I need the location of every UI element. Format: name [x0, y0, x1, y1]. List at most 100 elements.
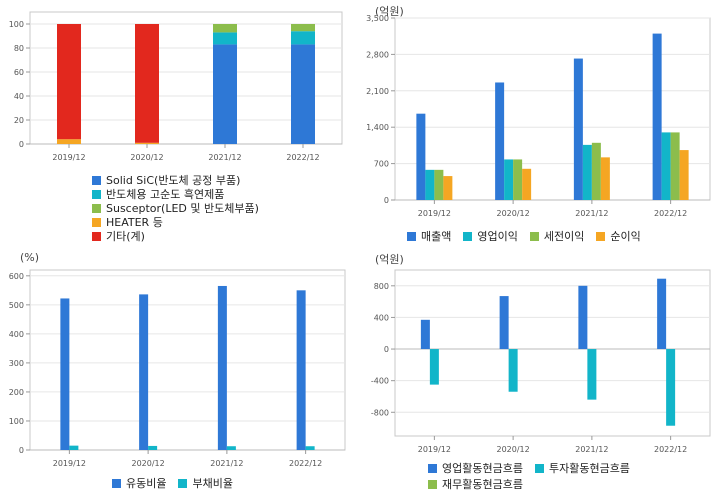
y-tick-label: 400 — [374, 313, 389, 322]
y-tick-label: 80 — [14, 44, 24, 53]
plot-area — [29, 269, 346, 451]
bar — [420, 319, 430, 350]
legend-item: 유동비율 — [112, 476, 166, 490]
y-tick-label: 0 — [19, 140, 24, 149]
chart-panel-income: (억원) 0 700 1,400 2,100 2,800 3,500 2019/12 2020… — [360, 0, 720, 248]
x-tick-label: 2021/12 — [210, 459, 243, 468]
legend-swatch — [92, 217, 101, 227]
y-tick-label: 0 — [19, 446, 24, 455]
bar — [57, 24, 81, 140]
y-tick-label: 600 — [9, 272, 24, 281]
legend-label: 매출액 — [421, 230, 452, 243]
bar — [217, 285, 227, 450]
x-tick-label: 2020/12 — [497, 209, 530, 218]
legend-swatch — [428, 479, 437, 489]
bar — [591, 142, 601, 200]
bar — [226, 446, 236, 450]
chart2-unit: (억원) — [375, 5, 404, 18]
legend-item: 세전이익 — [529, 229, 585, 243]
chart4-unit: (억원) — [375, 253, 404, 266]
bar — [69, 445, 79, 450]
bar — [148, 445, 158, 450]
bar — [57, 139, 81, 144]
bar — [504, 159, 514, 200]
y-tick-label: 1,400 — [366, 123, 389, 132]
bar — [291, 31, 315, 45]
bar — [305, 446, 315, 450]
legend-label: 부채비율 — [192, 477, 233, 490]
bar — [587, 349, 597, 400]
bar — [582, 144, 592, 200]
bar — [416, 113, 426, 200]
legend-label: 세전이익 — [543, 230, 585, 243]
legend-label: 재무활동현금흐름 — [442, 478, 523, 491]
legend-item: 투자활동현금흐름 — [534, 461, 630, 475]
chart1-svg: 0 20 40 60 80 100 2019/12 2020/12 2021/12 2022/12 — [9, 11, 343, 162]
legend-swatch — [596, 231, 606, 241]
y-tick-label: 100 — [9, 417, 24, 426]
bar — [670, 132, 680, 200]
legend-swatch — [92, 203, 101, 213]
chart-panel-cashflow: (억원) -800 -400 0 400 800 2019/12 2020/12 2021/1… — [360, 248, 720, 496]
legend-swatch — [112, 478, 121, 488]
legend-swatch — [428, 463, 437, 473]
x-tick-label: 2022/12 — [654, 445, 687, 454]
legend-label: 기타(계) — [106, 230, 145, 243]
y-tick-label: 400 — [9, 330, 24, 339]
bar — [578, 285, 588, 350]
legend-label: HEATER 등 — [106, 216, 163, 229]
y-tick-label: 700 — [374, 160, 389, 169]
bar — [679, 150, 689, 200]
legend-label: 반도체용 고순도 흑연제품 — [106, 188, 225, 201]
bar — [213, 24, 237, 33]
bar — [213, 44, 237, 144]
bar — [443, 176, 453, 200]
legend-item: 반도체용 고순도 흑연제품 — [92, 187, 259, 201]
x-tick-label: 2022/12 — [654, 209, 687, 218]
bar — [139, 294, 149, 450]
x-tick-label: 2022/12 — [286, 153, 319, 162]
bar — [652, 33, 662, 200]
y-tick-label: -800 — [371, 408, 389, 417]
x-tick-label: 2020/12 — [132, 459, 165, 468]
legend-swatch — [534, 463, 544, 473]
legend-label: Susceptor(LED 및 반도체부품) — [106, 202, 259, 215]
bar — [666, 349, 676, 426]
y-tick-label: 2,100 — [366, 87, 389, 96]
bar — [135, 142, 159, 144]
y-tick-label: -400 — [371, 377, 389, 386]
bar — [522, 168, 532, 200]
bar — [291, 44, 315, 144]
legend-item: 영업활동현금흐름 — [428, 461, 523, 475]
y-tick-label: 40 — [14, 92, 24, 101]
bar — [434, 169, 444, 200]
x-tick-label: 2019/12 — [52, 153, 85, 162]
chart1-legend: Solid SiC(반도체 공정 부품) 반도체용 고순도 흑연제품 Suscept… — [92, 173, 259, 243]
y-tick-label: 3,500 — [366, 14, 389, 23]
legend-swatch — [529, 231, 539, 241]
x-tick-label: 2020/12 — [497, 445, 530, 454]
y-tick-label: 100 — [9, 20, 24, 29]
chart2-svg: 0 700 1,400 2,100 2,800 3,500 2019/12 2020/12 20… — [366, 14, 711, 218]
legend-item: Solid SiC(반도체 공정 부품) — [92, 173, 259, 187]
x-tick-label: 2019/12 — [418, 209, 451, 218]
bar — [429, 349, 439, 385]
chart4-svg: -800 -400 0 400 800 2019/12 2020/12 2021/12 2022… — [371, 269, 711, 454]
y-tick-label: 20 — [14, 116, 24, 125]
legend-item: 기타(계) — [92, 229, 259, 243]
legend-swatch — [92, 189, 101, 199]
legend-swatch — [92, 175, 101, 185]
legend-item: 재무활동현금흐름 — [428, 477, 523, 491]
x-tick-label: 2021/12 — [575, 445, 608, 454]
legend-label: 유동비율 — [126, 477, 167, 490]
x-tick-label: 2019/12 — [53, 459, 86, 468]
bar — [213, 32, 237, 45]
bar — [60, 298, 70, 450]
legend-label: 영업이익 — [477, 230, 518, 243]
legend-label: 순이익 — [610, 230, 641, 243]
bar — [657, 278, 667, 350]
y-tick-label: 0 — [384, 196, 389, 205]
legend-item: 영업이익 — [463, 229, 518, 243]
bar — [425, 169, 435, 200]
